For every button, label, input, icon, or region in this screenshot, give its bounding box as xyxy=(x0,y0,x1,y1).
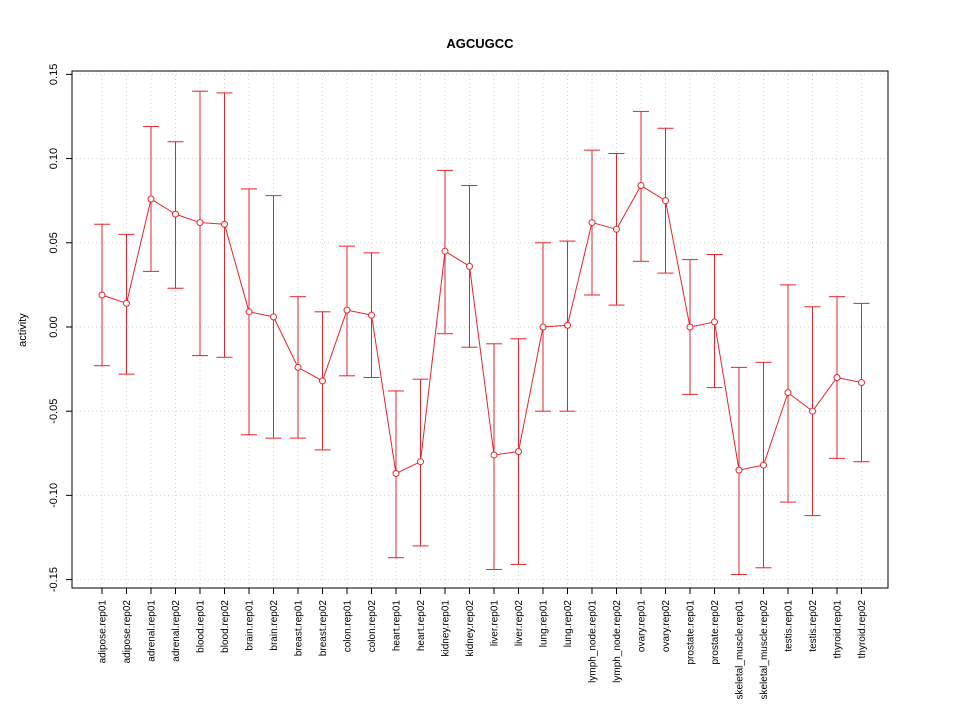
x-tick-label: testis.rep01 xyxy=(784,600,795,652)
x-tick-label: adrenal.rep02 xyxy=(171,600,182,662)
data-point xyxy=(588,219,596,227)
data-point xyxy=(270,313,277,321)
x-tick-label: heart.rep01 xyxy=(392,600,403,652)
x-tick-label: kidney.rep01 xyxy=(441,600,452,657)
x-tick-label: skeletal_muscle.rep02 xyxy=(759,600,770,700)
x-tick-label: adipose.rep02 xyxy=(122,600,133,664)
data-point xyxy=(686,323,694,331)
x-tick-label: colon.rep01 xyxy=(343,600,354,653)
x-tick-label: blood.rep01 xyxy=(196,600,207,653)
data-point xyxy=(858,379,865,387)
y-axis-label: activity xyxy=(17,313,29,347)
x-tick-label: testis.rep02 xyxy=(808,600,819,652)
data-point xyxy=(466,262,473,270)
x-tick-label: lung.rep01 xyxy=(539,600,550,648)
data-point xyxy=(147,195,155,203)
y-tick-label: -0.10 xyxy=(48,483,60,508)
data-point xyxy=(662,197,669,205)
chart-title: AGCUGCC xyxy=(446,36,514,51)
data-point xyxy=(441,247,449,255)
x-tick-label: lymph_node.rep02 xyxy=(612,600,623,683)
y-tick-label: 0.10 xyxy=(48,148,60,169)
x-tick-label: colon.rep02 xyxy=(367,600,378,653)
data-point xyxy=(564,321,571,329)
x-tick-label: prostate.rep02 xyxy=(710,600,721,665)
y-tick-label: -0.15 xyxy=(48,567,60,592)
data-point xyxy=(515,448,522,456)
x-tick-label: lymph_node.rep01 xyxy=(588,600,599,683)
data-point xyxy=(490,451,498,459)
x-tick-label: breast.rep02 xyxy=(318,600,329,657)
data-point xyxy=(221,220,228,228)
x-tick-label: liver.rep02 xyxy=(514,600,525,647)
data-point xyxy=(245,308,253,316)
grid xyxy=(72,71,888,588)
x-tick-label: breast.rep01 xyxy=(294,600,305,657)
y-tick-label: -0.05 xyxy=(48,399,60,424)
data-point xyxy=(98,291,106,299)
data-point xyxy=(123,299,130,307)
data-point xyxy=(711,318,718,326)
x-tick-label: ovary.rep02 xyxy=(661,600,672,653)
x-tick-label: kidney.rep02 xyxy=(465,600,476,657)
data-point xyxy=(417,458,424,466)
x-tick-label: brain.rep02 xyxy=(269,600,280,651)
data-point xyxy=(833,373,841,381)
data-point xyxy=(196,219,204,227)
data-point xyxy=(613,225,620,233)
x-tick-label: prostate.rep01 xyxy=(686,600,697,665)
data-point xyxy=(735,466,743,474)
x-tick-label: thyroid.rep01 xyxy=(833,600,844,659)
x-tick-label: brain.rep01 xyxy=(245,600,256,651)
data-points xyxy=(98,182,865,477)
y-tick-label: 0.05 xyxy=(48,232,60,253)
x-tick-label: adipose.rep01 xyxy=(98,600,109,664)
data-point xyxy=(760,461,767,469)
error-bars xyxy=(94,90,870,576)
y-tick-label: 0.15 xyxy=(48,64,60,85)
data-point xyxy=(392,469,400,477)
data-point xyxy=(172,210,179,218)
x-tick-label: ovary.rep01 xyxy=(637,600,648,653)
plot-frame xyxy=(71,70,889,589)
x-tick-label: liver.rep01 xyxy=(490,600,501,647)
data-point xyxy=(294,363,302,371)
x-tick-label: thyroid.rep02 xyxy=(857,600,868,659)
data-point xyxy=(319,377,326,385)
data-point xyxy=(343,306,351,314)
y-axis: -0.15 -0.10 -0.05 0.00 0.05 0.10 0.15 xyxy=(48,64,72,592)
x-tick-label: skeletal_muscle.rep01 xyxy=(735,600,746,700)
data-point xyxy=(539,323,547,331)
data-point xyxy=(637,182,645,190)
data-point xyxy=(368,311,375,319)
x-axis: adipose.rep01 adipose.rep02 adrenal.rep01 a… xyxy=(98,588,868,700)
data-point xyxy=(784,389,792,397)
x-tick-label: adrenal.rep01 xyxy=(147,600,158,662)
x-tick-label: heart.rep02 xyxy=(416,600,427,652)
y-tick-label: 0.00 xyxy=(48,316,60,337)
x-tick-label: blood.rep02 xyxy=(220,600,231,653)
x-tick-label: lung.rep02 xyxy=(563,600,574,648)
data-point xyxy=(809,407,816,415)
series-line xyxy=(101,184,862,475)
